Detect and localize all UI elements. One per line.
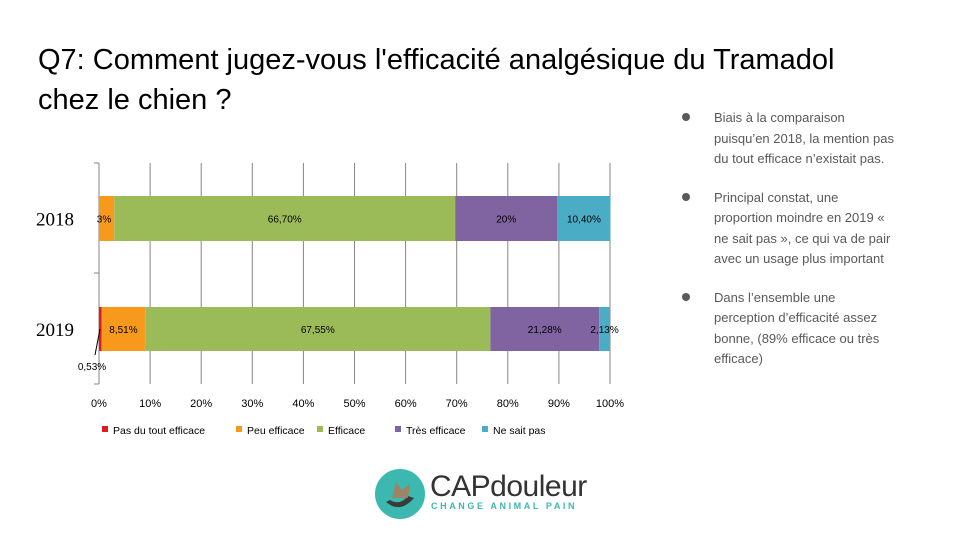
data-label: 8,51% <box>109 325 137 336</box>
logo-brand: CAPdouleur <box>430 470 587 503</box>
bar-segment <box>145 307 491 351</box>
x-tick-label: 10% <box>139 398 161 410</box>
x-tick-label: 40% <box>292 398 314 410</box>
bullet-icon <box>682 292 690 301</box>
bullet-icon <box>682 113 690 121</box>
bullet-item: Principal constat, une proportion moindr… <box>680 188 895 270</box>
legend-label: Très efficace <box>406 425 466 437</box>
legend-swatch <box>482 426 488 432</box>
x-tick-label: 50% <box>343 398 365 410</box>
bar-segment <box>114 196 456 241</box>
legend-swatch <box>102 426 108 432</box>
data-label: 0,53% <box>78 362 106 373</box>
logo-emblem-icon <box>375 469 425 519</box>
bullet-item: Dans l’ensemble une perception d’efficac… <box>680 288 895 370</box>
bar-segment <box>557 196 611 241</box>
x-tick-label: 90% <box>548 398 570 410</box>
bullet-item: Biais à la comparaison puisqu’en 2018, l… <box>680 108 895 170</box>
x-tick-label: 30% <box>241 398 263 410</box>
x-tick-label: 60% <box>395 398 417 410</box>
capdouleur-logo: CAPdouleur CHANGE ANIMAL PAIN <box>374 468 594 522</box>
x-tick-label: 0% <box>91 398 107 410</box>
legend-swatch <box>395 426 401 432</box>
legend-label: Peu efficace <box>247 425 305 437</box>
x-tick-label: 80% <box>497 398 519 410</box>
bullet-text: Dans l’ensemble une perception d’efficac… <box>714 289 880 367</box>
label-leader-line <box>94 328 101 356</box>
data-label: 21,28% <box>528 325 562 336</box>
data-label: 67,55% <box>301 325 335 336</box>
category-label: 2019 <box>36 320 74 341</box>
data-label: 2,13% <box>590 325 618 336</box>
x-tick-label: 70% <box>446 398 468 410</box>
logo-tagline: CHANGE ANIMAL PAIN <box>431 501 578 511</box>
bullet-icon <box>682 192 690 201</box>
x-tick-label: 20% <box>190 398 212 410</box>
bullet-list: Biais à la comparaison puisqu’en 2018, l… <box>680 108 895 388</box>
legend-swatch <box>317 426 323 432</box>
bullet-text: Biais à la comparaison puisqu’en 2018, l… <box>714 110 894 166</box>
legend-swatch <box>236 426 242 432</box>
legend-label: Efficace <box>328 425 365 437</box>
bar-segment <box>599 307 610 351</box>
data-label: 3% <box>97 215 112 226</box>
data-label: 66,70% <box>268 215 302 226</box>
bar-segment <box>455 196 558 241</box>
bar-segment <box>490 307 600 351</box>
x-tick-label: 100% <box>596 398 624 410</box>
legend-label: Ne sait pas <box>493 425 546 437</box>
slide-title: Q7: Comment jugez-vous l'efficacité anal… <box>38 44 835 116</box>
data-label: 20% <box>496 215 516 226</box>
bar-segment <box>99 196 115 241</box>
bullet-text: Principal constat, une proportion moindr… <box>714 189 891 267</box>
category-label: 2018 <box>36 210 74 231</box>
data-label: 10,40% <box>567 215 601 226</box>
bar-segment <box>99 307 102 351</box>
bar-segment <box>101 307 146 351</box>
legend-label: Pas du tout efficace <box>113 425 205 437</box>
